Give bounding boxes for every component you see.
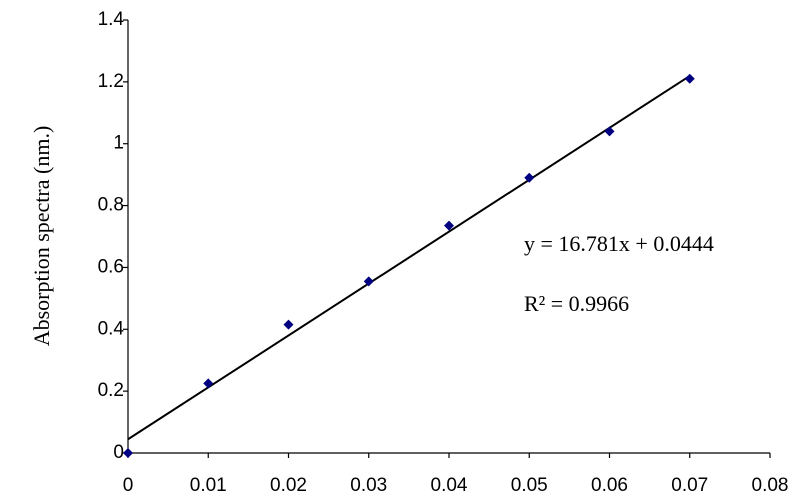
x-tick-label: 0.02: [270, 475, 307, 496]
annotation: R² = 0.9966: [524, 291, 629, 316]
x-tick-label: 0.05: [511, 475, 548, 496]
y-axis-label: Absorption spectra (nm.): [29, 126, 54, 347]
x-tick-label: 0.06: [591, 475, 628, 496]
point: [203, 378, 214, 389]
x-tick-label: 0.04: [431, 475, 468, 496]
trendline: [127, 75, 691, 441]
y-tick-label: 0.4: [98, 318, 125, 339]
y-tick-label: 1.2: [98, 71, 124, 92]
y-tick-label: 1: [113, 133, 124, 154]
y-tick-label: 0.6: [98, 256, 124, 277]
x-tick-label: 0.08: [752, 475, 789, 496]
point: [524, 172, 535, 183]
point: [363, 276, 374, 287]
annotation: y = 16.781x + 0.0444: [524, 231, 714, 256]
point: [283, 319, 294, 330]
y-tick-label: 1.4: [98, 9, 125, 30]
x-tick-label: 0.07: [671, 475, 708, 496]
point: [444, 220, 454, 231]
point: [604, 126, 615, 137]
y-tick-label: 0.2: [98, 380, 124, 401]
x-tick-label: 0: [123, 475, 134, 496]
y-tick-label: 0.8: [98, 195, 124, 216]
point: [123, 448, 133, 458]
point: [684, 73, 695, 84]
x-tick-label: 0.03: [350, 475, 387, 496]
y-tick-label: 0: [113, 442, 124, 463]
x-tick-label: 0.01: [190, 475, 227, 496]
